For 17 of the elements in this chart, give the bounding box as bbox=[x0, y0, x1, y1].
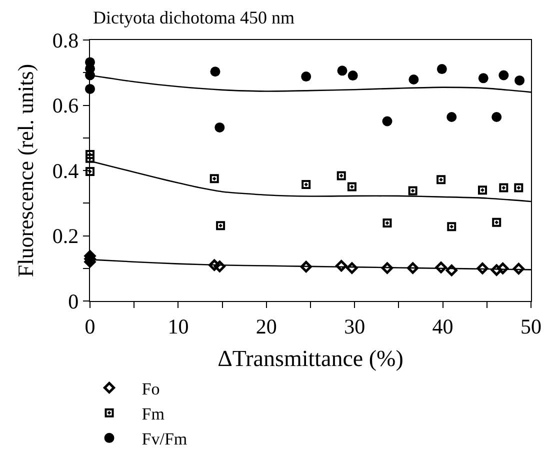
x-tick-label: 30 bbox=[344, 314, 366, 338]
x-tick-label: 10 bbox=[168, 314, 189, 338]
legend-label: Fv/Fm bbox=[142, 430, 188, 449]
x-tick-label: 0 bbox=[84, 314, 96, 338]
legend-label: Fm bbox=[142, 404, 164, 424]
y-tick-label: 0.6 bbox=[52, 94, 79, 118]
y-tick-label: 0 bbox=[68, 289, 79, 314]
x-axis-title: ΔTransmittance (%) bbox=[218, 346, 404, 371]
y-tick-label: 0.2 bbox=[52, 224, 79, 248]
chart-title: Dictyota dichotoma 450 nm bbox=[93, 7, 294, 28]
x-tick-label: 20 bbox=[256, 314, 277, 338]
y-tick-label: 0.4 bbox=[52, 158, 80, 183]
x-tick-label: 50 bbox=[520, 314, 542, 338]
x-tick-label: 40 bbox=[432, 314, 454, 338]
y-axis-title: Fluorescence (rel. units) bbox=[13, 64, 38, 278]
y-tick-label: 0.8 bbox=[52, 28, 79, 52]
legend-label: Fo bbox=[142, 379, 160, 398]
